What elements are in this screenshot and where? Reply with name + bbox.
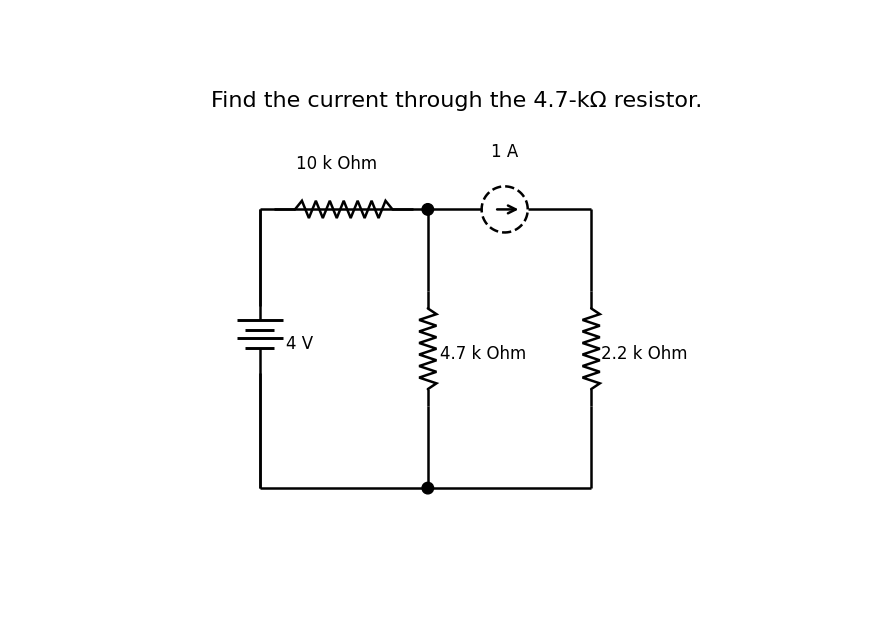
Text: Find the current through the 4.7-kΩ resistor.: Find the current through the 4.7-kΩ resi…: [211, 91, 702, 111]
Circle shape: [422, 482, 434, 494]
Text: 2.2 k Ohm: 2.2 k Ohm: [601, 344, 687, 363]
Circle shape: [422, 203, 434, 215]
Text: 4.7 k Ohm: 4.7 k Ohm: [440, 344, 526, 363]
Text: 1 A: 1 A: [491, 144, 519, 162]
Text: 4 V: 4 V: [286, 335, 314, 353]
Text: 10 k Ohm: 10 k Ohm: [296, 155, 377, 173]
